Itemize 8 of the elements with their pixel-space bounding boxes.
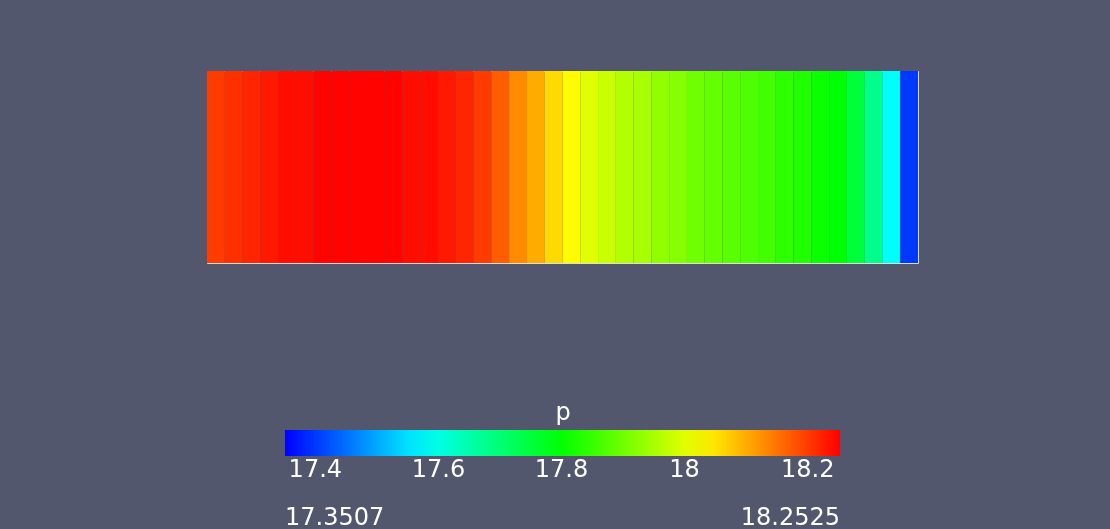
color-bar-title: p xyxy=(555,398,571,426)
text: 17.3507 xyxy=(285,503,385,529)
text: 18.2525 xyxy=(740,503,840,529)
color-bar-label: 17.6 xyxy=(411,455,466,483)
color-bar-label: 18 xyxy=(669,455,700,483)
color-bar-label: 17.8 xyxy=(534,455,589,483)
color-bar-label: 17.4 xyxy=(288,455,343,483)
color-bar-label: 18.2 xyxy=(780,455,835,483)
